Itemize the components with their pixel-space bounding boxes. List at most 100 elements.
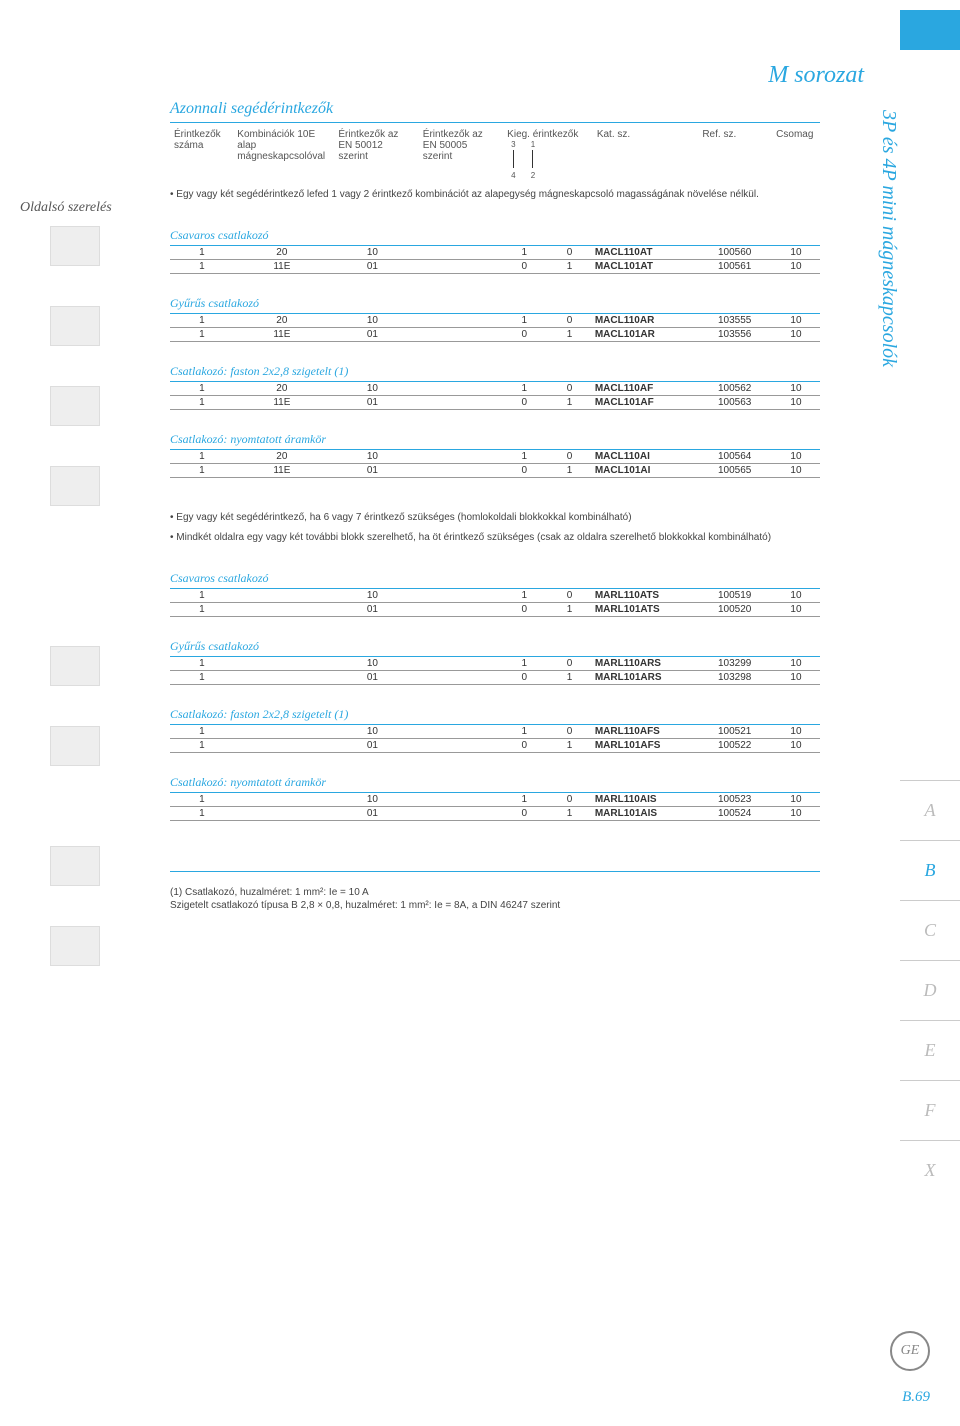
table-row: 1201010MACL110AR10355510 xyxy=(170,314,820,328)
data-table: 11010MARL110ATS1005191010101MARL101ATS10… xyxy=(170,589,820,617)
cell xyxy=(415,602,500,616)
cell: 0 xyxy=(548,314,591,328)
cell: 0 xyxy=(548,382,591,396)
table-row: 111E0101MACL101AF10056310 xyxy=(170,395,820,409)
group-label: Csavaros csatlakozó xyxy=(170,228,820,246)
cell: 1 xyxy=(500,246,548,260)
cell: 10 xyxy=(772,327,820,341)
cell: 01 xyxy=(330,602,415,616)
cell: MACL110AF xyxy=(591,382,698,396)
cell: 10 xyxy=(330,382,415,396)
cell: 0 xyxy=(500,602,548,616)
page-number: B.69 xyxy=(902,1389,930,1406)
cell: 10 xyxy=(772,589,820,603)
cell: 103555 xyxy=(697,314,772,328)
product-thumb xyxy=(50,226,100,266)
cell: 10 xyxy=(772,246,820,260)
cell: 10 xyxy=(330,725,415,739)
cell: 1 xyxy=(548,395,591,409)
cell: 1 xyxy=(548,327,591,341)
cell: 10 xyxy=(772,738,820,752)
table-row: 11010MARL110ARS10329910 xyxy=(170,657,820,671)
cell: 10 xyxy=(330,589,415,603)
table-row: 111E0101MACL101AR10355610 xyxy=(170,327,820,341)
group-label: Csatlakozó: faston 2x2,8 szigetelt (1) xyxy=(170,364,820,382)
cell: 1 xyxy=(548,259,591,273)
cell xyxy=(234,589,330,603)
cell: 100520 xyxy=(697,602,772,616)
cell: 10 xyxy=(772,395,820,409)
cell xyxy=(234,793,330,807)
cell: MARL110ATS xyxy=(591,589,698,603)
cell: MARL101ATS xyxy=(591,602,698,616)
cell: 10 xyxy=(772,793,820,807)
cell: 100523 xyxy=(697,793,772,807)
cell: 1 xyxy=(500,657,548,671)
product-thumb xyxy=(50,926,100,966)
th: Érintkezők száma xyxy=(170,127,233,185)
cell: 1 xyxy=(170,395,234,409)
tab-e[interactable]: E xyxy=(900,1020,960,1080)
cell: MACL101AR xyxy=(591,327,698,341)
product-thumb xyxy=(50,646,100,686)
cell: 1 xyxy=(170,463,234,477)
cell: 0 xyxy=(500,327,548,341)
pin: 3 xyxy=(511,140,515,149)
cell: 100565 xyxy=(697,463,772,477)
table-row: 10101MARL101AFS10052210 xyxy=(170,738,820,752)
cell: 10 xyxy=(330,314,415,328)
cell: 100563 xyxy=(697,395,772,409)
spec-table: Érintkezők száma Kombinációk 10E alap má… xyxy=(170,127,820,185)
table-row: 1201010MACL110AI10056410 xyxy=(170,450,820,464)
group-label: Csatlakozó: nyomtatott áramkör xyxy=(170,432,820,450)
tab-c[interactable]: C xyxy=(900,900,960,960)
cell: 10 xyxy=(772,259,820,273)
cell: 0 xyxy=(548,725,591,739)
cell: 0 xyxy=(500,806,548,820)
cell xyxy=(415,450,500,464)
cell: 0 xyxy=(500,395,548,409)
cell xyxy=(234,806,330,820)
product-thumb xyxy=(50,466,100,506)
table-row: 11010MARL110AFS10052110 xyxy=(170,725,820,739)
cell: 01 xyxy=(330,670,415,684)
cell: 100564 xyxy=(697,450,772,464)
tab-b[interactable]: B xyxy=(900,840,960,900)
cell xyxy=(415,670,500,684)
tab-x[interactable]: X xyxy=(900,1140,960,1200)
vertical-subtitle: 3P és 4P mini mágneskapcsolók xyxy=(877,110,900,367)
cell xyxy=(415,395,500,409)
cell: MACL101AT xyxy=(591,259,698,273)
tab-d[interactable]: D xyxy=(900,960,960,1020)
footnote: (1) Csatlakozó, huzalméret: 1 mm²: Ie = … xyxy=(170,886,820,913)
th: Kombinációk 10E alap mágneskapcsolóval xyxy=(233,127,334,185)
product-thumb xyxy=(50,386,100,426)
data-table: 11010MARL110AFS1005211010101MARL101AFS10… xyxy=(170,725,820,753)
cell: 0 xyxy=(500,259,548,273)
pin: 4 xyxy=(511,171,515,180)
accent-box xyxy=(900,10,960,50)
cell: MARL110AIS xyxy=(591,793,698,807)
cell: 1 xyxy=(500,314,548,328)
cell: 103299 xyxy=(697,657,772,671)
cell: 10 xyxy=(330,450,415,464)
cell xyxy=(415,657,500,671)
table-row: 10101MARL101ATS10052010 xyxy=(170,602,820,616)
cell xyxy=(234,725,330,739)
data-table: 1201010MACL110AR10355510111E0101MACL101A… xyxy=(170,314,820,342)
cell: 10 xyxy=(330,246,415,260)
pin: 1 xyxy=(531,140,535,149)
side-tabs: A B C D E F X xyxy=(900,780,960,1200)
cell xyxy=(415,589,500,603)
cell: 10 xyxy=(772,463,820,477)
tab-f[interactable]: F xyxy=(900,1080,960,1140)
table-row: 10101MARL101ARS10329810 xyxy=(170,670,820,684)
group-label: Gyűrűs csatlakozó xyxy=(170,639,820,657)
cell: 1 xyxy=(170,259,234,273)
tab-a[interactable]: A xyxy=(900,780,960,840)
cell: 0 xyxy=(548,589,591,603)
cell: 0 xyxy=(548,450,591,464)
note: Mindkét oldalra egy vagy két további blo… xyxy=(170,528,820,549)
cell: 1 xyxy=(170,246,234,260)
cell: 1 xyxy=(500,793,548,807)
